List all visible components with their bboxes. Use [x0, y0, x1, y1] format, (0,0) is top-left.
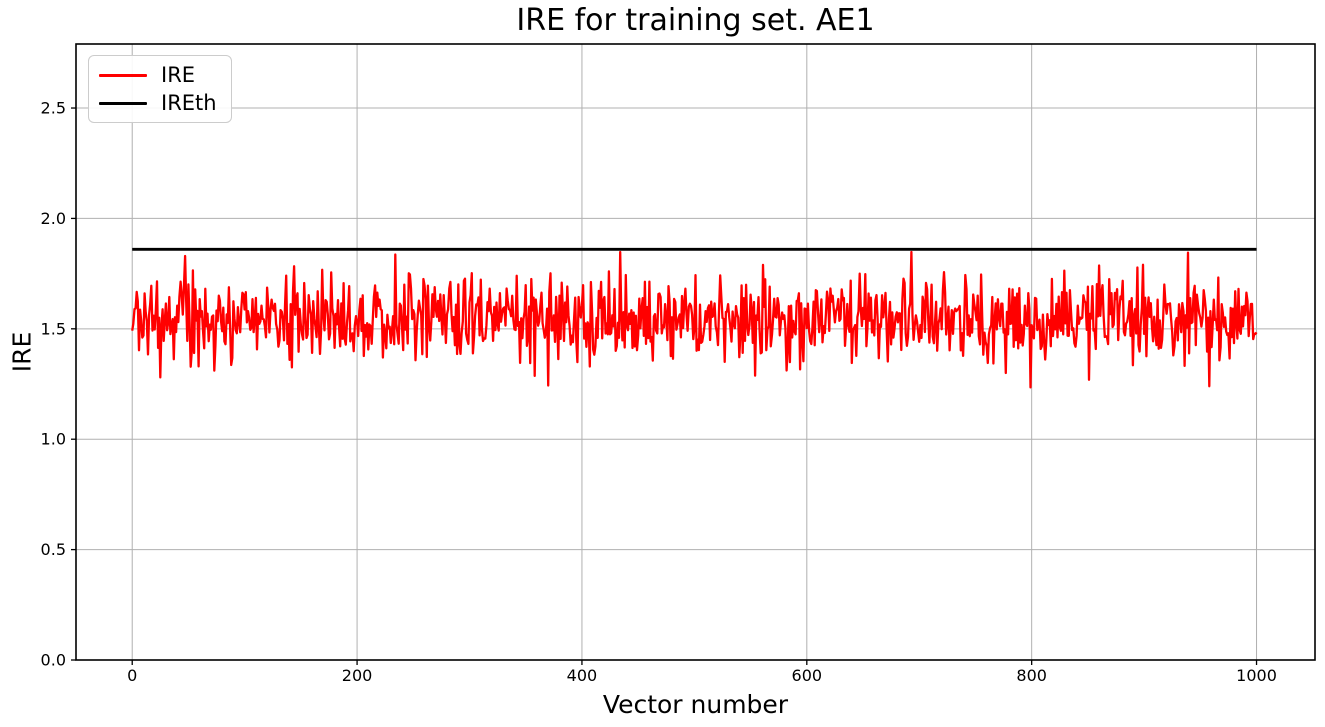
x-tick-label: 200 — [342, 666, 373, 685]
plot-frame — [75, 43, 1316, 661]
y-tick-label: 1.5 — [41, 319, 66, 338]
x-tick-label: 1000 — [1236, 666, 1277, 685]
legend-label-ireth: IREth — [161, 90, 217, 115]
legend-item-ireth: IREth — [99, 90, 217, 116]
y-tick-label: 2.0 — [41, 209, 66, 228]
legend-item-ire: IRE — [99, 62, 217, 88]
y-tick-label: 0.5 — [41, 540, 66, 559]
y-tick-label: 0.0 — [41, 651, 66, 670]
legend: IRE IREth — [88, 55, 232, 123]
legend-line-sample-ireth — [99, 101, 147, 105]
x-axis-label: Vector number — [602, 690, 789, 719]
y-axis-label: IRE — [7, 331, 37, 373]
series-ire-line — [131, 250, 1258, 389]
y-tick-label: 2.5 — [41, 99, 66, 118]
x-tick-label: 400 — [567, 666, 598, 685]
x-tick-label: 600 — [792, 666, 823, 685]
y-tick-label: 1.0 — [41, 430, 66, 449]
x-tick-label: 800 — [1016, 666, 1047, 685]
legend-label-ire: IRE — [161, 62, 196, 87]
legend-line-sample-ire — [99, 73, 147, 77]
x-tick-label: 0 — [127, 666, 137, 685]
chart-title: IRE for training set. AE1 — [516, 3, 875, 38]
